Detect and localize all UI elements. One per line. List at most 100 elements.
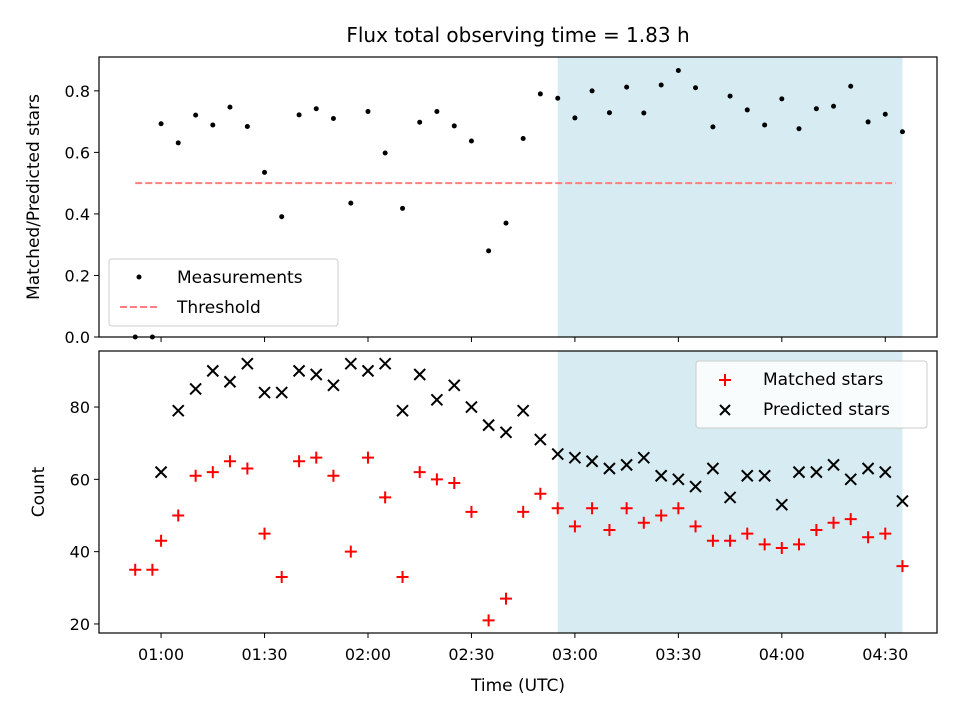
x-tick-label: 01:30: [241, 645, 287, 664]
predicted-star-point: [344, 357, 358, 370]
predicted-star-point: [310, 368, 323, 381]
y-tick-label: 60: [70, 470, 90, 489]
matched-star-point: [223, 455, 236, 468]
matched-star-point: [862, 531, 875, 544]
matched-star-point: [637, 516, 650, 529]
x-tick-label: 01:00: [138, 645, 184, 664]
predicted-star-point: [378, 357, 392, 370]
legend-measurements-marker: [136, 274, 142, 280]
y-tick-label: 40: [70, 543, 90, 562]
measurement-point: [589, 88, 595, 94]
legend-matched-label: Matched stars: [763, 370, 883, 390]
matched-star-point: [275, 570, 288, 583]
measurement-point: [244, 124, 250, 130]
matched-star-point: [706, 534, 719, 547]
predicted-star-point: [879, 465, 892, 479]
matched-star-point: [827, 516, 840, 529]
predicted-star-point: [810, 465, 823, 479]
matched-star-point: [327, 469, 340, 482]
predicted-star-point: [758, 469, 771, 482]
predicted-star-point: [775, 498, 789, 511]
measurement-point: [365, 108, 371, 114]
matched-stars-points: [129, 451, 909, 627]
predicted-star-point: [241, 357, 254, 370]
matched-star-point: [551, 502, 564, 515]
matched-star-point: [724, 534, 737, 547]
matched-star-point: [379, 491, 392, 504]
matched-star-point: [482, 614, 495, 627]
top-legend: Measurements Threshold: [108, 258, 339, 327]
matched-star-point: [172, 509, 185, 522]
top-highlight-span: [557, 57, 903, 337]
legend-matched-marker: [719, 374, 731, 386]
ratio-panel: 0.00.20.40.60.8 Matched/Predicted stars …: [24, 56, 938, 347]
matched-star-point: [413, 466, 426, 479]
predicted-star-point: [172, 404, 185, 417]
x-tick-label: 02:00: [345, 645, 391, 664]
predicted-star-point: [551, 447, 564, 461]
y-tick-label: 0.4: [65, 205, 90, 224]
x-axis-label: Time (UTC): [470, 676, 565, 696]
matched-star-point: [620, 502, 633, 515]
matched-star-point: [603, 523, 616, 536]
measurement-point: [175, 140, 181, 146]
bottom-x-ticks: 01:00 01:30 02:00 02:30 03:00 03:30 04:00 04:30: [138, 633, 908, 664]
y-tick-label: 0.6: [65, 143, 90, 162]
measurement-point: [210, 122, 216, 128]
measurement-point: [382, 150, 388, 156]
measurement-point: [537, 91, 543, 97]
measurement-point: [710, 124, 716, 130]
matched-star-point: [758, 538, 771, 551]
matched-star-point: [741, 527, 754, 540]
measurement-point: [606, 110, 612, 116]
predicted-star-point: [672, 473, 685, 486]
predicted-star-point: [896, 494, 909, 508]
predicted-star-point: [413, 368, 426, 381]
predicted-star-point: [396, 404, 409, 417]
y-tick-label: 0.0: [65, 328, 90, 347]
matched-star-point: [896, 560, 909, 573]
predicted-star-point: [516, 404, 530, 417]
predicted-star-point: [861, 462, 875, 475]
measurement-point: [520, 136, 526, 142]
measurement-point: [400, 205, 406, 211]
top-axes-frame: [98, 56, 938, 338]
matched-star-point: [448, 476, 461, 489]
matched-star-point: [672, 502, 685, 515]
predicted-star-point: [792, 465, 806, 479]
measurement-point: [555, 95, 561, 101]
matched-star-point: [258, 527, 271, 540]
top-y-ticks: 0.0 0.2 0.4 0.6 0.8: [65, 82, 99, 347]
matched-star-point: [189, 469, 202, 482]
matched-star-point: [568, 520, 581, 533]
top-legend-frame: [108, 258, 339, 327]
top-y-axis-label: Matched/Predicted stars: [24, 94, 44, 300]
measurement-point: [330, 116, 336, 122]
measurement-point: [572, 115, 578, 121]
y-tick-label: 20: [70, 615, 90, 634]
measurement-point: [486, 248, 492, 254]
matched-star-point: [655, 509, 668, 522]
chart-title: Flux total observing time = 1.83 h: [346, 23, 689, 47]
predicted-star-point: [499, 426, 513, 439]
legend-predicted-label: Predicted stars: [763, 400, 890, 420]
measurement-point: [227, 104, 233, 110]
measurement-point: [848, 83, 854, 89]
matched-star-point: [465, 505, 478, 518]
matched-star-point: [206, 466, 219, 479]
predicted-star-point: [275, 386, 288, 399]
predicted-star-point: [844, 473, 857, 486]
predicted-star-point: [292, 364, 306, 378]
y-tick-label: 0.2: [65, 266, 90, 285]
measurement-point: [693, 85, 699, 91]
matched-star-point: [517, 505, 530, 518]
legend-predicted-marker: [719, 404, 731, 416]
measurement-point: [641, 110, 647, 116]
measurement-point: [658, 82, 664, 88]
matched-star-point: [344, 545, 357, 558]
measurement-point: [727, 93, 733, 99]
bottom-y-axis-label: Count: [29, 466, 49, 517]
measurement-point: [434, 108, 440, 114]
